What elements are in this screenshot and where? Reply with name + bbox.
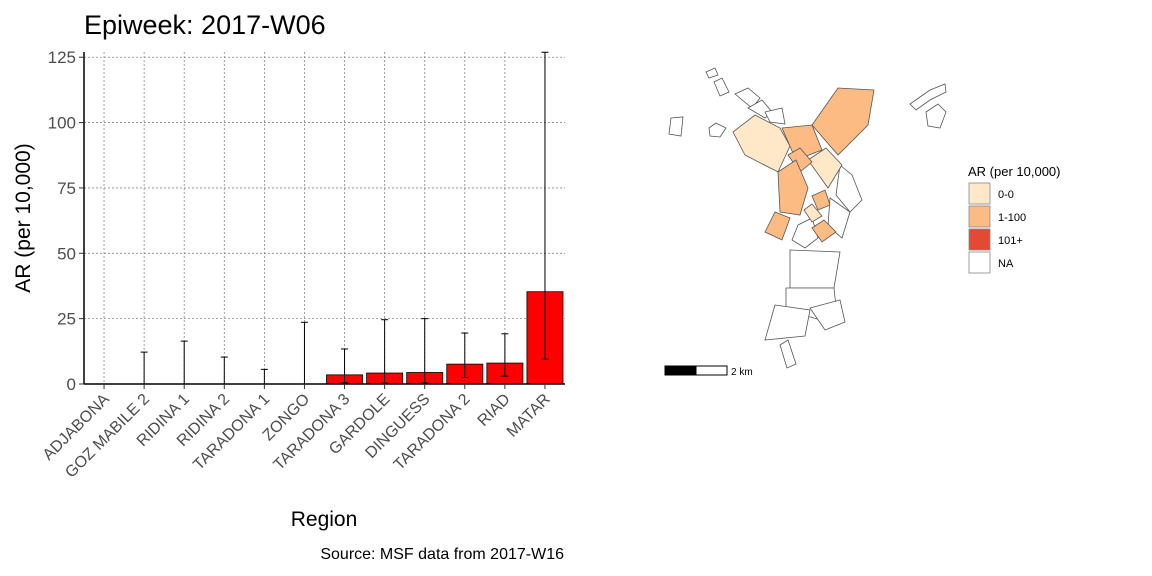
map-region — [809, 299, 846, 331]
map-region — [777, 159, 809, 216]
map-region — [909, 83, 947, 111]
map-regions-1-100 — [764, 87, 875, 243]
caption: Source: MSF data from 2017-W16 — [320, 546, 564, 563]
error-bar — [461, 332, 469, 378]
scale-bar-white — [695, 365, 728, 376]
map-regions-na — [668, 67, 947, 369]
map-region — [734, 87, 761, 109]
legend-title: AR (per 10,000) — [968, 164, 1061, 179]
map-region — [811, 87, 875, 156]
legend-swatch — [968, 228, 991, 251]
legend-label: NA — [998, 258, 1014, 270]
map-region — [764, 107, 786, 125]
chart-title: Epiweek: 2017-W06 — [84, 10, 326, 40]
scale-bar: 2 km — [664, 365, 753, 378]
error-bar — [421, 318, 429, 384]
y-axis-title: AR (per 10,000) — [12, 143, 35, 292]
y-tick-label: 25 — [57, 310, 76, 329]
map-region — [835, 164, 863, 213]
map-region — [668, 116, 684, 137]
legend-label: 0-0 — [998, 189, 1014, 201]
map-region — [708, 122, 727, 138]
legend-label: 1-100 — [998, 212, 1026, 224]
map-regions-0-0 — [732, 114, 843, 223]
map-region — [764, 211, 791, 241]
map-region — [781, 124, 823, 161]
map-region — [789, 249, 841, 289]
legend-label: 101+ — [998, 235, 1023, 247]
scale-bar-black — [664, 365, 697, 376]
legend-swatch — [968, 205, 991, 228]
map-region — [779, 339, 797, 369]
legend-items: 0-0 1-100 101+ NA — [968, 182, 1026, 274]
map-region — [764, 304, 811, 341]
y-tick-label: 75 — [57, 179, 76, 198]
y-tick-label: 0 — [67, 375, 76, 394]
error-bar — [541, 51, 549, 360]
scale-bar-label: 2 km — [731, 367, 753, 378]
y-tick-label: 50 — [57, 244, 76, 263]
map-region — [811, 189, 831, 211]
error-bar — [501, 333, 509, 377]
legend-swatch — [968, 182, 991, 205]
y-ticks: 0 25 50 75 100 125 — [48, 48, 84, 394]
y-tick-label: 125 — [48, 48, 76, 67]
error-bar — [341, 348, 349, 384]
map-region — [791, 217, 819, 249]
map-region — [807, 147, 843, 189]
map-region — [705, 67, 719, 79]
map-region — [827, 197, 851, 239]
legend-swatch — [968, 251, 991, 274]
x-axis-title: Region — [291, 508, 358, 531]
map-region — [925, 103, 947, 129]
map-region — [713, 77, 730, 97]
error-bar — [381, 319, 389, 384]
y-tick-label: 100 — [48, 114, 76, 133]
map-region — [811, 219, 837, 243]
map-legend: AR (per 10,000) 0-0 1-100 101+ NA — [968, 164, 1061, 274]
map-region — [803, 203, 823, 223]
